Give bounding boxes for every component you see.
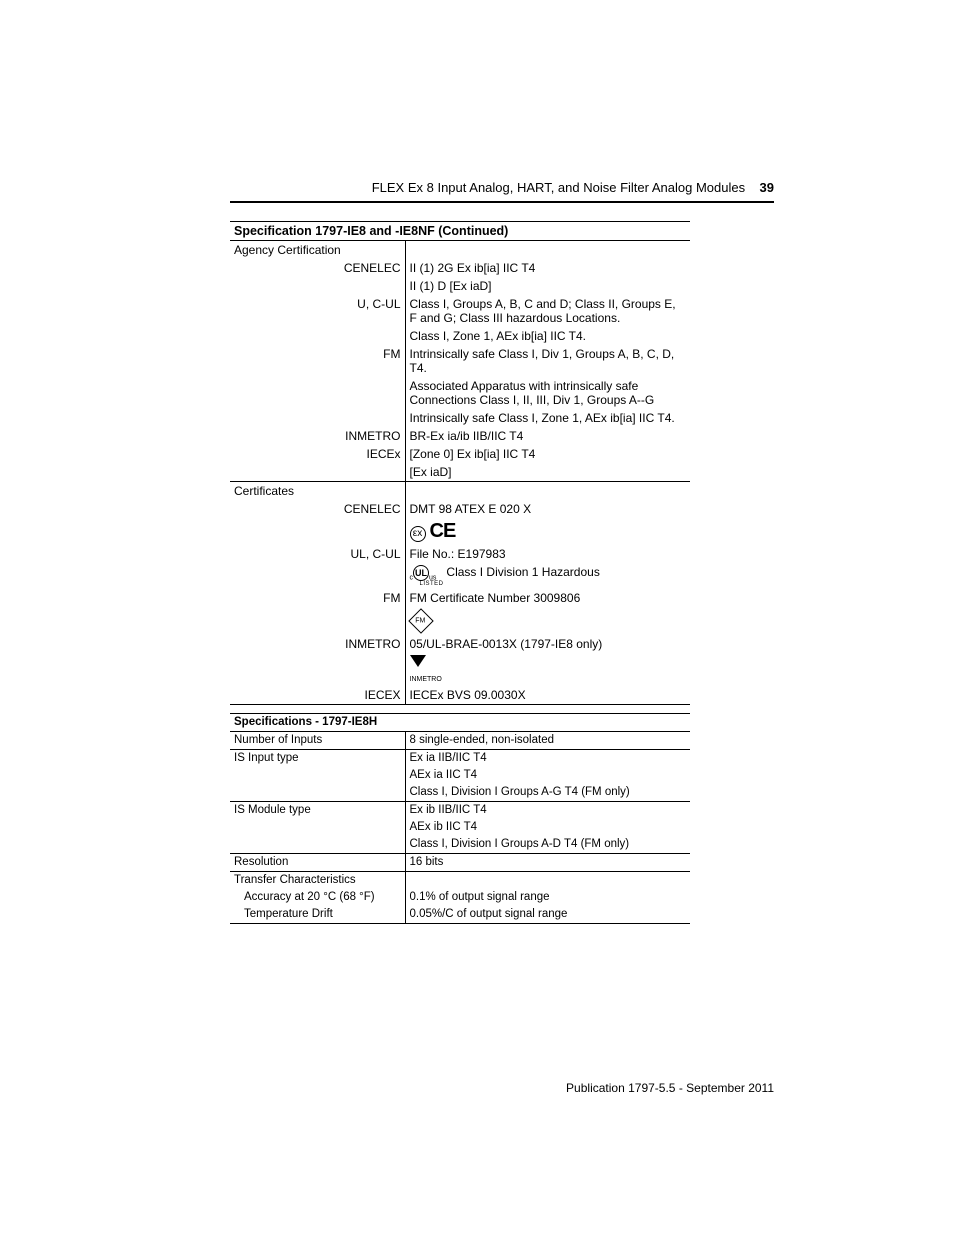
ismodule-k: IS Module type: [230, 801, 405, 853]
row-v-0: II (1) 2G Ex ib[ia] IIC T4: [405, 259, 690, 277]
row-k-4: FM: [230, 345, 405, 377]
ul-icon: UL: [413, 565, 429, 581]
inmetro-mark-row: INMETRO: [405, 653, 690, 686]
row-v-7: BR-Ex ia/ib IIB/IIC T4: [405, 427, 690, 445]
spacer: [405, 241, 690, 260]
agency-cert-label: Agency Certification: [230, 241, 405, 260]
cert-ul-fileno: File No.: E197983: [405, 545, 690, 563]
inmetro-icon: [410, 655, 426, 667]
fm-mark-row: FM: [405, 607, 690, 635]
header-rule: [230, 201, 774, 203]
cert-inmetro-k: INMETRO: [230, 635, 405, 653]
footer-date: - September 2011: [679, 1081, 774, 1095]
row-v-8: [Zone 0] Ex ib[ia] IIC T4: [405, 445, 690, 463]
isinput-v1: Ex ia IIB/IIC T4: [405, 749, 690, 767]
ce-icon: CE: [430, 520, 456, 542]
cert-inmetro-v: 05/UL-BRAE-0013X (1797-IE8 only): [405, 635, 690, 653]
cenelec-marks: εxCE: [405, 518, 690, 545]
row-k-5: [230, 377, 405, 409]
spacer: [405, 482, 690, 501]
footer: Publication 1797-5.5 - September 2011: [566, 1081, 774, 1095]
ninputs-v: 8 single-ended, non-isolated: [405, 731, 690, 749]
row-k-0: CENELEC: [230, 259, 405, 277]
cert-fm-k: FM: [230, 589, 405, 607]
header-title: FLEX Ex 8 Input Analog, HART, and Noise …: [372, 180, 745, 195]
table2-caption: Specifications - 1797-IE8H: [230, 713, 690, 731]
isinput-v2: AEx ia IIC T4: [405, 767, 690, 784]
row-k-7: INMETRO: [230, 427, 405, 445]
ex-icon: εx: [410, 526, 426, 542]
table1-caption: Specification 1797-IE8 and -IE8NF (Conti…: [230, 222, 690, 241]
row-k-1: [230, 277, 405, 295]
isinput-k: IS Input type: [230, 749, 405, 801]
footer-num: 1797-5.5: [628, 1081, 675, 1095]
inmetro-text: INMETRO: [410, 676, 442, 683]
row-v-1: II (1) D [Ex iaD]: [405, 277, 690, 295]
cert-iecex-v: IECEx BVS 09.0030X: [405, 686, 690, 705]
row-v-9: [Ex iaD]: [405, 463, 690, 482]
page-header: FLEX Ex 8 Input Analog, HART, and Noise …: [230, 180, 774, 195]
cert-iecex-k: IECEX: [230, 686, 405, 705]
row-k-2: U, C-UL: [230, 295, 405, 327]
spec-table-2: Specifications - 1797-IE8H Number of Inp…: [230, 713, 690, 924]
accuracy-k: Accuracy at 20 °C (68 °F): [230, 889, 405, 906]
cert-fm-v: FM Certificate Number 3009806: [405, 589, 690, 607]
row-v-4: Intrinsically safe Class I, Div 1, Group…: [405, 345, 690, 377]
fm-icon: FM: [408, 608, 433, 633]
spec-table-1: Specification 1797-IE8 and -IE8NF (Conti…: [230, 221, 690, 705]
row-k-8: IECEx: [230, 445, 405, 463]
row-v-3: Class I, Zone 1, AEx ib[ia] IIC T4.: [405, 327, 690, 345]
res-v: 16 bits: [405, 853, 690, 871]
certs-label: Certificates: [230, 482, 405, 501]
footer-pub: Publication: [566, 1081, 625, 1095]
ul-note: Class I Division 1 Hazardous: [446, 565, 599, 579]
row-k-6: [230, 409, 405, 427]
ismodule-v2: AEx ib IIC T4: [405, 819, 690, 836]
row-v-6: Intrinsically safe Class I, Zone 1, AEx …: [405, 409, 690, 427]
ul-listed: LISTED: [420, 581, 687, 587]
drift-k: Temperature Drift: [230, 906, 405, 924]
ninputs-k: Number of Inputs: [230, 731, 405, 749]
accuracy-v: 0.1% of output signal range: [405, 889, 690, 906]
cert-cenelec-k: CENELEC: [230, 500, 405, 518]
drift-v: 0.05%/C of output signal range: [405, 906, 690, 924]
row-v-2: Class I, Groups A, B, C and D; Class II,…: [405, 295, 690, 327]
cert-ul-k: UL, C-UL: [230, 545, 405, 563]
spacer: [405, 871, 690, 889]
ismodule-v1: Ex ib IIB/IIC T4: [405, 801, 690, 819]
transfer-k: Transfer Characteristics: [230, 871, 405, 889]
row-k-9: [230, 463, 405, 482]
row-v-5: Associated Apparatus with intrinsically …: [405, 377, 690, 409]
row-k-3: [230, 327, 405, 345]
ul-mark-row: cULus Class I Division 1 Hazardous LISTE…: [405, 563, 690, 589]
res-k: Resolution: [230, 853, 405, 871]
isinput-v3: Class I, Division I Groups A-G T4 (FM on…: [405, 784, 690, 802]
cert-cenelec-v: DMT 98 ATEX E 020 X: [405, 500, 690, 518]
page-number: 39: [760, 180, 774, 195]
ismodule-v3: Class I, Division I Groups A-D T4 (FM on…: [405, 836, 690, 854]
